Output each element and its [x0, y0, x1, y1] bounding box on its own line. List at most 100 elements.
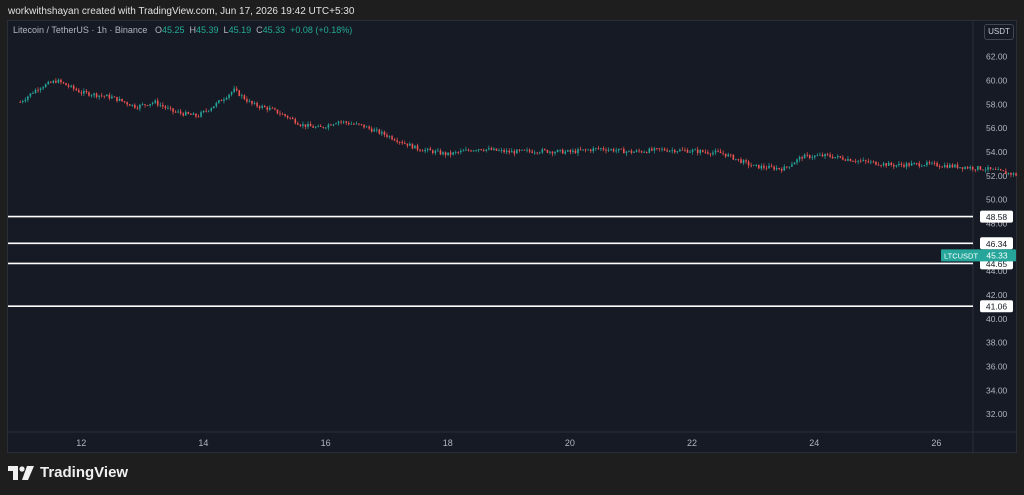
y-tick-label: 56.00 [986, 123, 1008, 133]
candle-body [286, 115, 289, 118]
candle-body [979, 166, 982, 170]
last-price-value: 45.33 [986, 250, 1008, 260]
candle-body [709, 153, 712, 155]
candle-body [584, 149, 587, 151]
candle-body [732, 154, 735, 160]
candle-body [34, 89, 37, 94]
candle-body [737, 158, 740, 160]
candle-body [85, 90, 88, 93]
candle-body [811, 157, 814, 159]
candle-body [752, 164, 755, 166]
candle-body [786, 166, 788, 168]
candle-body [847, 159, 849, 161]
candle-body [472, 150, 475, 152]
candle-body [263, 105, 266, 108]
candle-body [177, 111, 179, 113]
candle-body [862, 160, 865, 162]
candle-body [849, 159, 852, 162]
candle-body [971, 166, 974, 170]
candle-body [220, 100, 223, 102]
candle-body [681, 149, 684, 151]
y-tick-label: 60.00 [986, 76, 1008, 86]
candle-body [982, 169, 984, 171]
candle-body [207, 110, 210, 112]
candle-body [230, 91, 233, 95]
candle-body [258, 106, 261, 108]
x-tick-label: 14 [198, 438, 208, 448]
candle-body [350, 123, 353, 125]
candle-body [605, 149, 607, 151]
candle-body [111, 96, 113, 99]
x-tick-label: 22 [687, 438, 697, 448]
close-label: C [256, 25, 263, 35]
candle-body [182, 113, 185, 116]
candle-body [686, 150, 689, 153]
candle-body [123, 101, 126, 103]
candle-body [134, 104, 136, 108]
low-label: L [223, 25, 229, 35]
candle-body [956, 164, 959, 169]
level-label-bg [980, 237, 1013, 250]
last-price-badge-bg [941, 249, 1016, 262]
candle-body [27, 96, 29, 100]
candle-body [37, 89, 39, 91]
candle-body [488, 148, 490, 150]
candle-body [712, 152, 714, 155]
x-tick-label: 16 [321, 438, 331, 448]
candle-body [921, 165, 923, 167]
candle-body [235, 88, 238, 91]
candle-body [360, 124, 363, 126]
candle-body [103, 95, 106, 97]
candle-body [602, 148, 605, 150]
candle-body [964, 167, 966, 169]
price-chart[interactable]: 64.0062.0060.0058.0056.0054.0052.0050.00… [8, 21, 1018, 454]
candle-body [477, 149, 480, 151]
candle-body [597, 148, 600, 150]
candle-body [859, 160, 862, 162]
high-value: 45.39 [196, 25, 219, 35]
candle-body [179, 111, 182, 114]
candle-body [689, 151, 691, 153]
candle-body [322, 126, 325, 128]
candle-body [783, 166, 786, 171]
candle-body [600, 148, 602, 150]
currency-button[interactable]: USDT [984, 24, 1014, 40]
candle-body [128, 104, 131, 106]
candle-body [579, 149, 582, 151]
candle-body [612, 149, 615, 152]
candle-body [205, 110, 207, 112]
candle-body [164, 106, 167, 108]
candle-body [429, 148, 432, 151]
candle-body [149, 103, 151, 106]
x-tick-label: 12 [76, 438, 86, 448]
candle-body [872, 161, 875, 163]
candle-body [391, 136, 393, 140]
x-tick-label: 26 [931, 438, 941, 448]
candle-body [106, 94, 108, 97]
candle-body [184, 112, 187, 116]
candle-body [83, 90, 85, 94]
candle-body [146, 105, 149, 106]
candle-body [52, 80, 55, 83]
candle-body [936, 162, 938, 167]
candle-body [572, 150, 574, 152]
candle-body [108, 94, 111, 99]
y-tick-label: 54.00 [986, 147, 1008, 157]
candle-body [190, 113, 192, 115]
candle-body [966, 167, 969, 169]
candle-body [717, 150, 719, 152]
candle-body [21, 101, 24, 103]
candle-body [156, 100, 159, 106]
candle-body [691, 149, 694, 152]
candle-body [806, 154, 808, 156]
candle-body [941, 166, 943, 168]
candle-body [212, 106, 215, 109]
candle-body [172, 108, 174, 112]
candle-body [684, 149, 686, 151]
candle-body [335, 123, 337, 125]
candle-body [867, 161, 870, 163]
candle-body [770, 165, 773, 167]
candle-body [648, 148, 651, 153]
chart-panel[interactable]: 64.0062.0060.0058.0056.0054.0052.0050.00… [7, 20, 1018, 454]
candle-body [977, 166, 979, 170]
